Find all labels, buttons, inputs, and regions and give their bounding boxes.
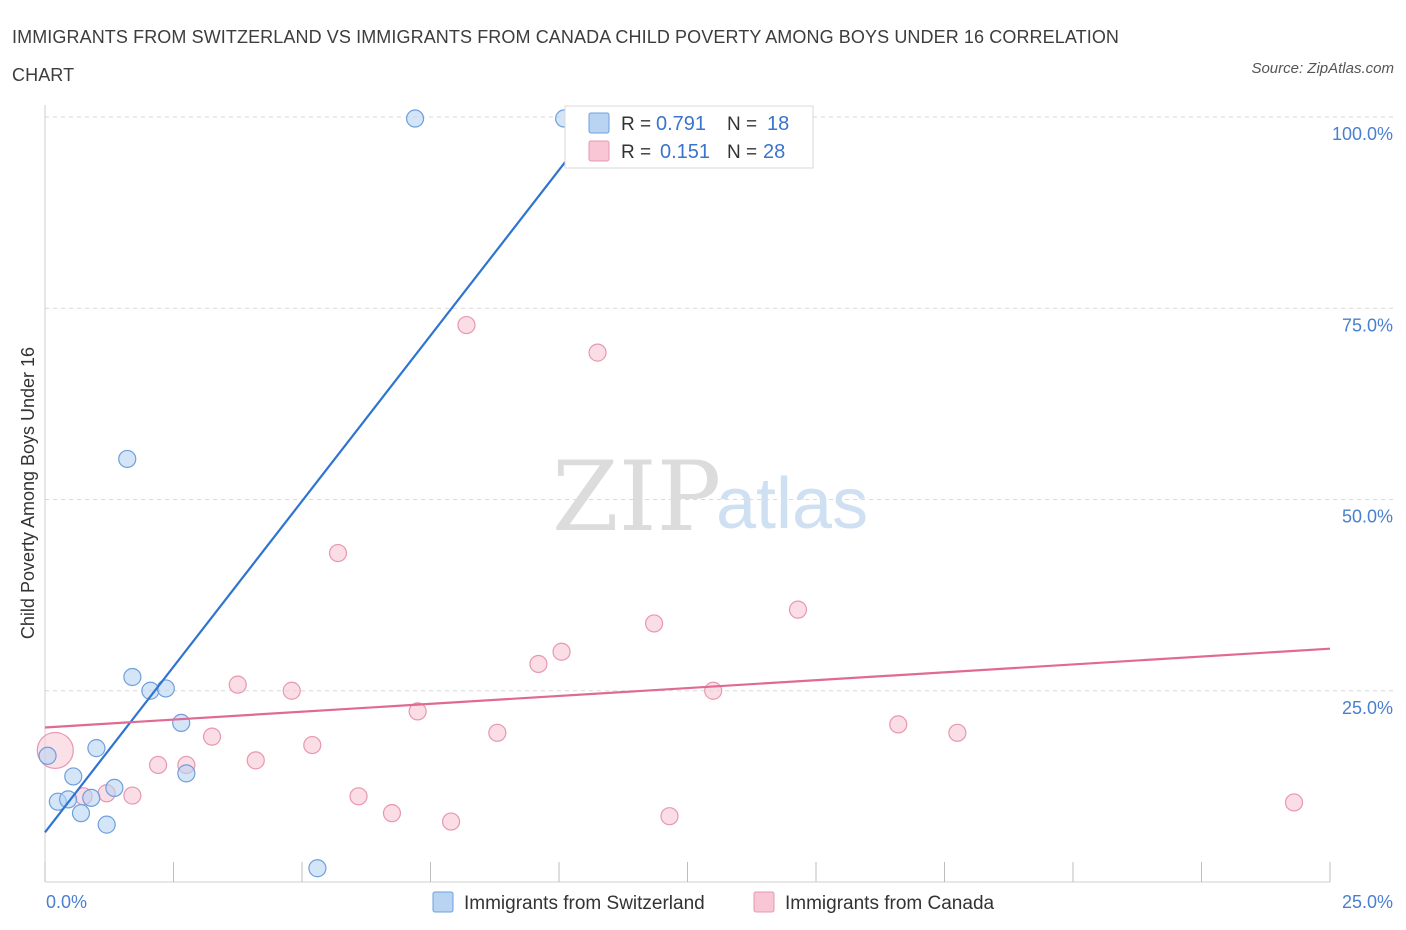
canada-point (202, 727, 222, 746)
legend-bottom-swatch-canada (753, 891, 775, 913)
canada-point (704, 681, 723, 700)
legend-n-label-switzerland: N = (727, 114, 757, 135)
canada-point (382, 804, 402, 823)
switzerland-point (118, 449, 137, 469)
switzerland-point (97, 815, 116, 834)
legend-swatch-canada (588, 140, 610, 162)
switzerland-point (105, 778, 124, 798)
switzerland-point (172, 713, 191, 732)
canada-point (552, 642, 571, 661)
legend-r-value-switzerland: 0.791 (656, 113, 706, 135)
legend-r-label-switzerland: R = (621, 114, 651, 135)
trendlines (44, 116, 1331, 833)
canada-point (788, 600, 808, 619)
switzerland-point (38, 746, 57, 765)
canada-point (529, 654, 548, 674)
canada-point (1284, 793, 1304, 812)
legend-series: Immigrants from Switzerland Immigrants f… (432, 891, 995, 914)
watermark-zip: ZIP (552, 441, 721, 553)
legend-n-value-canada: 28 (763, 141, 785, 163)
y-axis-title: Child Poverty Among Boys Under 16 (18, 347, 38, 639)
legend-swatch-switzerland (588, 112, 610, 134)
canada-point (457, 315, 476, 335)
y-tick-labels: 25.0% 50.0% 75.0% 100.0% (1332, 124, 1393, 718)
legend-n-label-canada: N = (727, 142, 757, 163)
canada-point (282, 681, 301, 700)
x-tick-label-min: 0.0% (46, 892, 87, 912)
legend-bottom-label-switzerland: Immigrants from Switzerland (464, 893, 705, 914)
canada-point (408, 702, 427, 721)
series-switzerland-points (38, 109, 574, 878)
legend-bottom-label-canada: Immigrants from Canada (785, 893, 995, 914)
switzerland-point (87, 739, 106, 758)
y-tick-label: 75.0% (1342, 315, 1393, 335)
legend-r-label-canada: R = (621, 142, 651, 163)
switzerland-point (405, 109, 425, 128)
canada-trendline (44, 647, 1331, 729)
source-credit: Source: ZipAtlas.com (1251, 60, 1394, 77)
legend-r-value-canada: 0.151 (660, 141, 710, 163)
legend-n-value-switzerland: 18 (767, 113, 789, 135)
canada-point (148, 755, 168, 775)
switzerland-point (308, 859, 327, 878)
canada-point (303, 735, 322, 755)
y-tick-label: 25.0% (1342, 698, 1393, 718)
canada-point (660, 807, 679, 826)
switzerland-point (71, 804, 91, 823)
switzerland-trendline (44, 116, 601, 833)
switzerland-point (123, 667, 142, 687)
series-canada-points (36, 315, 1304, 831)
y-tick-label: 100.0% (1332, 124, 1393, 144)
x-ticks (44, 862, 1331, 882)
legend-stats: R = 0.791 N = 18 R = 0.151 N = 28 (564, 105, 814, 169)
watermark-atlas: atlas (716, 464, 868, 544)
canada-point (889, 715, 908, 734)
chart-title: IMMIGRANTS FROM SWITZERLAND VS IMMIGRANT… (12, 27, 1120, 85)
y-tick-label: 50.0% (1342, 507, 1393, 527)
canada-point (328, 543, 348, 563)
gridlines (45, 116, 1393, 692)
canada-point (644, 614, 664, 633)
canada-point (349, 787, 368, 806)
switzerland-point (64, 767, 83, 786)
watermark: ZIP atlas (552, 441, 868, 553)
switzerland-point (177, 764, 196, 783)
canada-point (228, 675, 247, 694)
x-tick-label-max: 25.0% (1342, 892, 1393, 912)
canada-point (246, 751, 265, 770)
canada-point (588, 343, 607, 362)
legend-bottom-swatch-switzerland (432, 891, 454, 913)
switzerland-point (82, 788, 101, 807)
canada-point (488, 723, 507, 742)
switzerland-point (156, 679, 175, 698)
canada-point (123, 786, 142, 805)
canada-point (441, 812, 461, 831)
switzerland-point (59, 790, 78, 809)
canada-point (948, 723, 967, 742)
